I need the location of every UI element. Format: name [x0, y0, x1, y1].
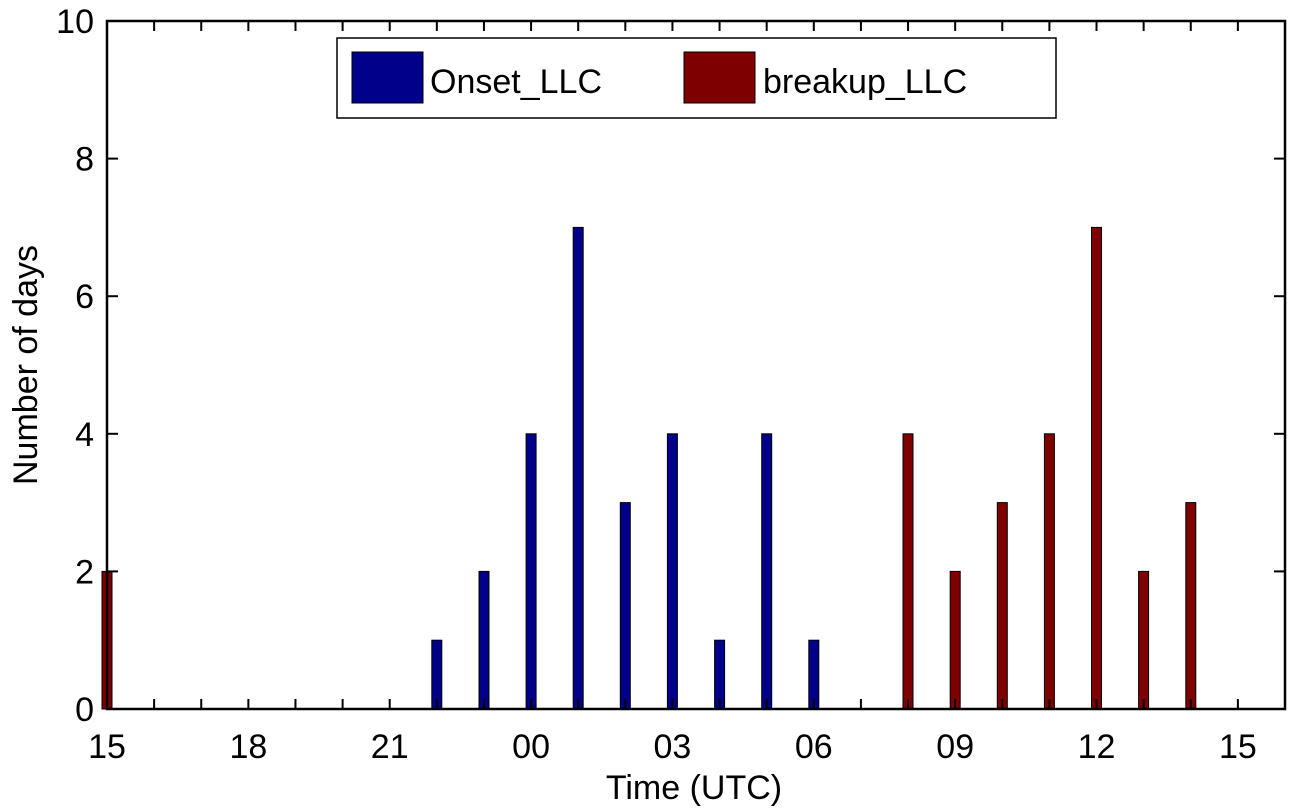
x-tick-label: 15 [88, 728, 126, 766]
legend-label-onset: Onset_LLC [430, 63, 602, 101]
bar-onset-llc-23 [478, 570, 490, 710]
x-tick-label: 09 [936, 728, 974, 766]
x-tick-label: 03 [653, 728, 691, 766]
bar-onset-llc-00 [525, 433, 537, 710]
y-tick-label: 0 [75, 691, 94, 729]
bar-breakup-llc-12 [1091, 226, 1102, 710]
bar-onset-llc-01 [572, 226, 584, 710]
bar-breakup-llc-10 [996, 502, 1008, 710]
legend: Onset_LLC breakup_LLC [336, 37, 1057, 119]
bar-breakup-llc-14 [1185, 502, 1197, 710]
x-tick-label: 00 [512, 728, 550, 766]
x-tick-label: 18 [229, 728, 267, 766]
y-tick-label: 6 [75, 278, 94, 316]
bar-breakup-llc-08 [902, 433, 914, 710]
x-axis-label: Time (UTC) [606, 769, 782, 807]
x-tick-label: 15 [1219, 728, 1257, 766]
bar-onset-llc-03 [666, 433, 678, 710]
x-tick-label: 21 [371, 728, 409, 766]
y-tick-label: 4 [75, 416, 94, 454]
y-tick-label: 8 [75, 141, 94, 179]
plot-frame [105, 19, 1287, 711]
y-tick-label: 10 [56, 3, 94, 41]
bar-onset-llc-22 [431, 639, 443, 710]
x-tick-label: 12 [1078, 728, 1116, 766]
legend-swatch-onset [351, 51, 424, 104]
y-tick-label: 2 [75, 553, 94, 591]
legend-label-breakup: breakup_LLC [763, 63, 967, 101]
bar-breakup-llc-11 [1043, 433, 1055, 710]
x-tick-label: 06 [795, 728, 833, 766]
bar-onset-llc-06 [808, 639, 820, 710]
y-axis-label: Number of days [7, 245, 45, 485]
legend-swatch-breakup [683, 51, 756, 104]
bar-breakup-llc-13 [1138, 570, 1150, 710]
bar-breakup-llc-09 [949, 570, 961, 710]
bar-onset-llc-02 [619, 502, 631, 710]
bar-onset-llc-04 [714, 639, 726, 710]
bar-onset-llc-05 [761, 433, 773, 710]
